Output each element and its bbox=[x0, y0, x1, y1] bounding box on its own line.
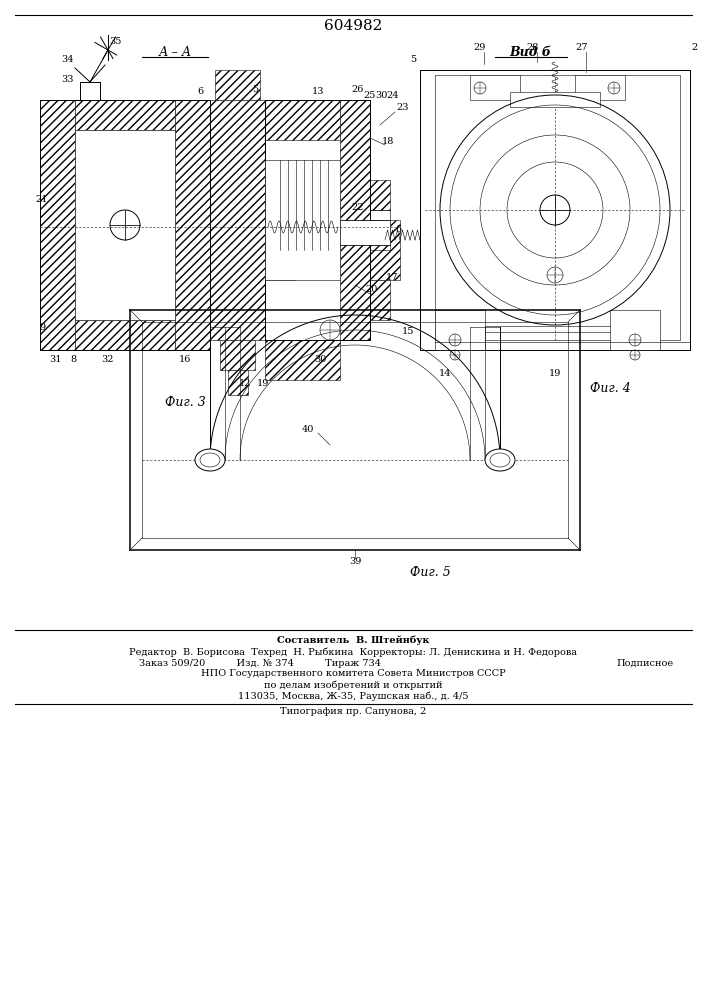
Text: 33: 33 bbox=[61, 76, 74, 85]
Polygon shape bbox=[435, 310, 485, 350]
Text: НПО Государственного комитета Совета Министров СССР: НПО Государственного комитета Совета Мин… bbox=[201, 670, 506, 678]
Polygon shape bbox=[40, 100, 75, 350]
Text: 20: 20 bbox=[366, 286, 378, 294]
Polygon shape bbox=[228, 370, 248, 395]
Text: 28: 28 bbox=[527, 43, 539, 52]
Text: 27: 27 bbox=[575, 43, 588, 52]
Polygon shape bbox=[370, 180, 390, 210]
Text: 29: 29 bbox=[474, 43, 486, 52]
Text: Подписное: Подписное bbox=[617, 658, 674, 668]
Text: 5: 5 bbox=[410, 55, 416, 64]
Text: по делам изобретений и открытий: по делам изобретений и открытий bbox=[264, 680, 443, 690]
Text: 8: 8 bbox=[70, 356, 76, 364]
Polygon shape bbox=[265, 340, 340, 380]
Polygon shape bbox=[265, 160, 340, 280]
Text: 17: 17 bbox=[386, 273, 398, 282]
Text: 25: 25 bbox=[364, 92, 376, 101]
Polygon shape bbox=[340, 100, 370, 340]
Text: 113035, Москва, Ж-35, Раушская наб., д. 4/5: 113035, Москва, Ж-35, Раушская наб., д. … bbox=[238, 691, 468, 701]
Polygon shape bbox=[265, 170, 295, 200]
Polygon shape bbox=[265, 250, 295, 280]
Polygon shape bbox=[265, 100, 340, 140]
Text: 34: 34 bbox=[61, 55, 74, 64]
Ellipse shape bbox=[195, 449, 225, 471]
Polygon shape bbox=[340, 220, 390, 245]
Text: Составитель  В. Штейнбук: Составитель В. Штейнбук bbox=[277, 635, 429, 645]
Polygon shape bbox=[610, 310, 660, 350]
Text: 9: 9 bbox=[39, 324, 45, 332]
Text: Фиг. 3: Фиг. 3 bbox=[165, 395, 205, 408]
Text: 16: 16 bbox=[179, 356, 191, 364]
Text: 39: 39 bbox=[349, 558, 361, 566]
Text: Фиг. 5: Фиг. 5 bbox=[409, 566, 450, 580]
Text: 31: 31 bbox=[49, 356, 62, 364]
Text: Редактор  В. Борисова  Техред  Н. Рыбкина  Корректоры: Л. Денискина и Н. Федоров: Редактор В. Борисова Техред Н. Рыбкина К… bbox=[129, 647, 577, 657]
Text: 15: 15 bbox=[402, 328, 414, 336]
Text: 35: 35 bbox=[109, 37, 121, 46]
Text: 22: 22 bbox=[352, 204, 364, 213]
Text: Вид б: Вид б bbox=[509, 45, 551, 58]
Polygon shape bbox=[220, 340, 255, 370]
Text: Фиг. 4: Фиг. 4 bbox=[590, 381, 631, 394]
Polygon shape bbox=[215, 70, 260, 100]
Text: Типография пр. Сапунова, 2: Типография пр. Сапунова, 2 bbox=[280, 708, 426, 716]
Text: 6: 6 bbox=[197, 88, 203, 97]
Text: 21: 21 bbox=[36, 196, 48, 205]
Polygon shape bbox=[510, 92, 600, 107]
Polygon shape bbox=[575, 75, 625, 100]
Text: 32: 32 bbox=[102, 356, 115, 364]
Text: 18: 18 bbox=[382, 137, 395, 146]
Polygon shape bbox=[75, 130, 175, 320]
Text: 5: 5 bbox=[252, 86, 258, 95]
Text: 14: 14 bbox=[439, 368, 451, 377]
Text: 24: 24 bbox=[387, 92, 399, 101]
Text: 6: 6 bbox=[395, 226, 401, 234]
Text: 40: 40 bbox=[302, 424, 314, 434]
Ellipse shape bbox=[485, 449, 515, 471]
Polygon shape bbox=[210, 100, 265, 340]
Polygon shape bbox=[175, 100, 210, 350]
Polygon shape bbox=[75, 100, 175, 130]
Text: Заказ 509/20          Изд. № 374          Тираж 734: Заказ 509/20 Изд. № 374 Тираж 734 bbox=[139, 658, 381, 668]
Polygon shape bbox=[470, 75, 520, 100]
Text: 23: 23 bbox=[397, 104, 409, 112]
Polygon shape bbox=[370, 280, 390, 320]
Text: 19: 19 bbox=[257, 378, 269, 387]
Text: 30: 30 bbox=[375, 92, 387, 101]
Polygon shape bbox=[75, 320, 175, 350]
Text: 13: 13 bbox=[312, 88, 325, 97]
Text: 30: 30 bbox=[314, 356, 326, 364]
Text: 12: 12 bbox=[239, 378, 251, 387]
Text: А – А: А – А bbox=[158, 45, 192, 58]
Text: 604982: 604982 bbox=[324, 19, 382, 33]
Text: 2: 2 bbox=[692, 43, 698, 52]
Polygon shape bbox=[370, 220, 400, 280]
Text: 19: 19 bbox=[549, 368, 561, 377]
Polygon shape bbox=[420, 70, 690, 350]
Text: 26: 26 bbox=[352, 86, 364, 95]
